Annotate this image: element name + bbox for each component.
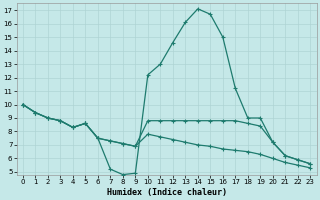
X-axis label: Humidex (Indice chaleur): Humidex (Indice chaleur) [107, 188, 227, 197]
